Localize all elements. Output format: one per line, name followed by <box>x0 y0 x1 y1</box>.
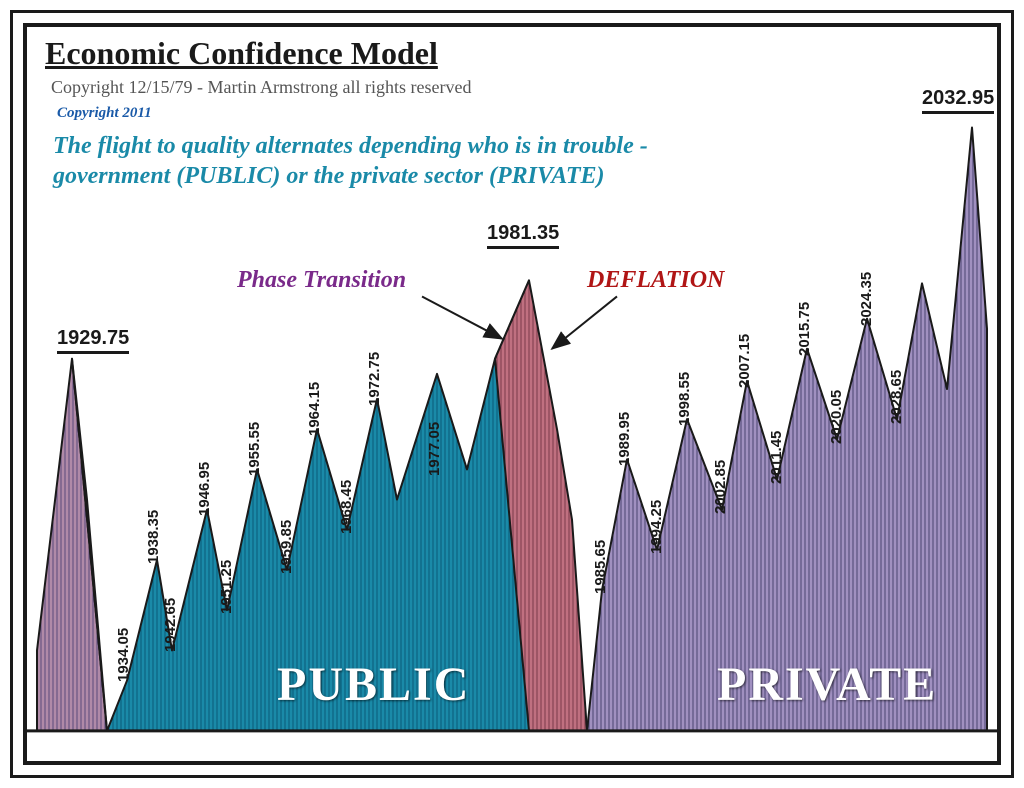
date-label: 2024.35 <box>858 272 875 326</box>
date-label: 2007.15 <box>736 334 753 388</box>
major-peak-label: 1929.75 <box>57 327 129 354</box>
date-label: 1985.65 <box>592 540 609 594</box>
copyright-line-2: Copyright 2011 <box>57 105 152 122</box>
date-label: 1977.05 <box>426 422 443 476</box>
private-label: PRIVATE <box>717 657 937 712</box>
date-label: 2002.85 <box>712 460 729 514</box>
date-label: 1942.65 <box>162 598 179 652</box>
date-label: 1968.45 <box>338 480 355 534</box>
date-label: 1994.25 <box>648 500 665 554</box>
date-label: 2015.75 <box>796 302 813 356</box>
inner-frame: Economic Confidence Model Copyright 12/1… <box>23 23 1001 765</box>
date-label: 2020.05 <box>828 390 845 444</box>
date-label: 1955.55 <box>246 422 263 476</box>
outer-frame: Economic Confidence Model Copyright 12/1… <box>10 10 1014 778</box>
date-label: 1964.15 <box>306 382 323 436</box>
arrow-icon <box>422 296 502 338</box>
major-peak-label: 2032.95 <box>922 87 994 114</box>
date-label: 2011.45 <box>768 431 785 484</box>
page-title: Economic Confidence Model <box>45 35 438 72</box>
date-label: 1972.75 <box>366 352 383 406</box>
arrow-icon <box>552 296 617 348</box>
tagline: The flight to quality alternates dependi… <box>53 131 653 191</box>
chart-region <box>37 359 107 731</box>
date-label: 1951.25 <box>218 560 235 614</box>
copyright-line-1: Copyright 12/15/79 - Martin Armstrong al… <box>51 77 471 98</box>
date-label: 1934.05 <box>115 628 132 682</box>
date-label: 1998.55 <box>676 372 693 426</box>
date-label: 1959.85 <box>278 520 295 574</box>
date-label: 1989.95 <box>616 412 633 466</box>
major-peak-label: 1981.35 <box>487 222 559 249</box>
date-label: 2028.65 <box>888 370 905 424</box>
phase-transition-label: Phase Transition <box>237 267 406 294</box>
public-label: PUBLIC <box>277 657 470 712</box>
date-label: 1938.35 <box>145 510 162 564</box>
deflation-label: DEFLATION <box>587 267 724 294</box>
chart-region <box>587 128 987 731</box>
date-label: 1946.95 <box>196 462 213 516</box>
